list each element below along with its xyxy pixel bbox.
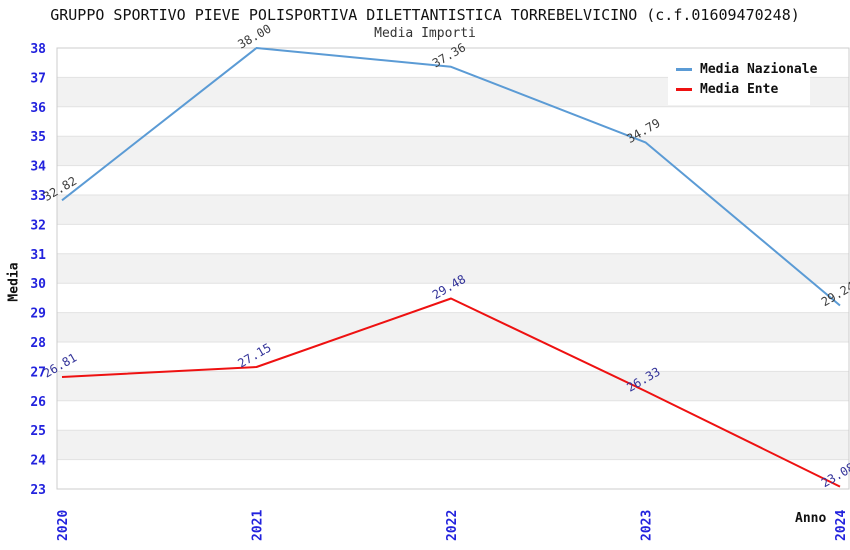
y-tick-label: 38 xyxy=(30,42,46,57)
y-tick-label: 35 xyxy=(30,130,46,145)
plot-band xyxy=(57,312,849,342)
plot-band xyxy=(57,430,849,460)
plot-border xyxy=(56,47,850,490)
x-tick-label: 2024 xyxy=(834,510,849,541)
y-tick-label: 33 xyxy=(30,189,46,204)
y-tick-label: 23 xyxy=(30,483,46,498)
line-swatch-icon xyxy=(676,87,692,91)
series-line xyxy=(61,47,841,307)
y-tick-label: 24 xyxy=(30,454,46,469)
plot-band xyxy=(57,106,849,137)
legend-label: Media Nazionale xyxy=(700,61,818,77)
line-swatch-icon xyxy=(676,67,692,71)
y-tick-label: 30 xyxy=(30,277,46,292)
plot-band xyxy=(57,400,849,431)
y-tick-label: 29 xyxy=(30,307,46,322)
y-tick-label: 32 xyxy=(30,218,46,233)
y-tick-label: 27 xyxy=(30,365,46,380)
legend-item-media-nazionale: Media Nazionale xyxy=(676,59,817,79)
plot-band xyxy=(57,283,849,313)
y-tick-label: 25 xyxy=(30,424,46,439)
x-tick-label: 2021 xyxy=(251,510,266,541)
y-tick-label: 26 xyxy=(30,395,46,410)
y-tick-label: 31 xyxy=(30,248,46,263)
legend: Media Nazionale Media Ente xyxy=(668,53,817,105)
plot-band xyxy=(57,195,849,225)
legend-label: Media Ente xyxy=(700,81,779,97)
plot-band xyxy=(57,165,849,195)
series-line xyxy=(61,297,841,488)
y-tick-label: 28 xyxy=(30,336,46,351)
plot-band xyxy=(57,224,849,254)
x-tick-label: 2020 xyxy=(56,510,71,541)
x-axis-title: Anno xyxy=(795,511,827,526)
chart-subtitle: Media Importi xyxy=(374,26,476,41)
chart-title: GRUPPO SPORTIVO PIEVE POLISPORTIVA DILET… xyxy=(50,6,800,24)
y-tick-label: 37 xyxy=(30,71,46,86)
y-axis-title: Media xyxy=(6,262,22,302)
legend-item-media-ente: Media Ente xyxy=(676,79,804,99)
plot-band xyxy=(57,371,849,401)
x-tick-label: 2022 xyxy=(445,510,460,541)
plot-band xyxy=(57,136,849,166)
y-tick-label: 36 xyxy=(30,101,46,116)
plot-band xyxy=(57,459,849,489)
y-tick-label: 34 xyxy=(30,160,46,175)
x-tick-label: 2023 xyxy=(640,510,655,541)
plot-band xyxy=(57,342,849,372)
plot-band xyxy=(57,253,849,284)
